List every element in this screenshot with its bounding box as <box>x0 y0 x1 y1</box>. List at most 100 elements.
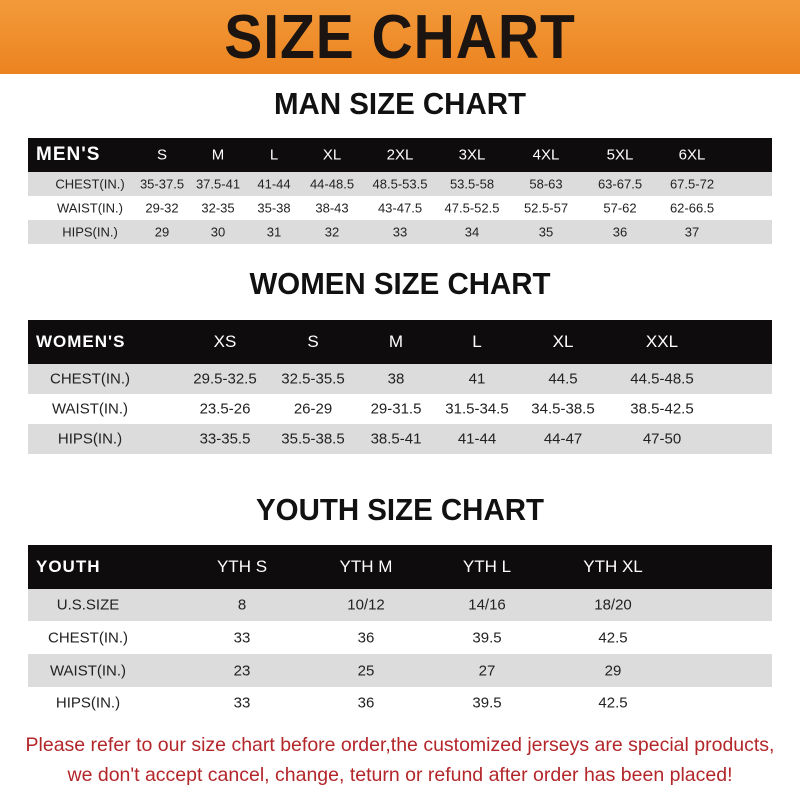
footer-notice-line-2: we don't accept cancel, change, teturn o… <box>67 764 733 786</box>
banner-title: SIZE CHART <box>224 2 576 72</box>
table-cell: 42.5 <box>598 629 628 646</box>
row-label: HIPS(IN.) <box>55 694 121 711</box>
table-cell: 63-67.5 <box>597 176 643 192</box>
table-cell: 31 <box>266 224 282 240</box>
table-cell: 38.5-41 <box>370 430 422 448</box>
table-cell: 29-32 <box>145 200 179 216</box>
table-cell: 33 <box>392 224 408 240</box>
women-size-table: WOMEN'S XS S M L XL XXL CHEST(IN.) 29.5-32.5 32.5… <box>28 320 772 454</box>
row-label: YOUTH <box>36 557 101 576</box>
table-cell: 41-44 <box>257 176 291 192</box>
table-cell: 41 <box>468 370 486 388</box>
table-cell: 36 <box>357 629 375 646</box>
table-cell: 43-47.5 <box>377 200 423 216</box>
table-cell: 32.5-35.5 <box>281 370 345 388</box>
table-row: CHEST(IN.) 33 36 39.5 42.5 <box>28 621 772 654</box>
table-cell: 26-29 <box>293 400 333 418</box>
table-cell: 23 <box>233 662 251 679</box>
table-cell: XL <box>552 332 574 351</box>
table-row: U.S.SIZE 8 10/12 14/16 18/20 <box>28 589 772 621</box>
table-cell: XXL <box>645 332 679 351</box>
table-cell: L <box>269 146 279 164</box>
table-cell: 35-37.5 <box>139 176 185 192</box>
table-cell: 48.5-53.5 <box>372 176 428 192</box>
table-cell: 5XL <box>606 146 634 164</box>
table-cell: 10/12 <box>347 596 385 614</box>
table-cell: 29-31.5 <box>370 400 422 418</box>
table-cell: 36 <box>357 694 375 711</box>
row-label: WAIST(IN.) <box>57 200 123 216</box>
table-cell: 44.5-48.5 <box>630 370 694 388</box>
table-cell: 33 <box>233 694 251 711</box>
table-cell: 37 <box>684 224 700 240</box>
men-size-table: MEN'S S M L XL 2XL 3XL 4XL 5XL 6XL CHEST(IN.) 35-37… <box>28 138 772 244</box>
table-cell: 39.5 <box>472 629 502 646</box>
table-cell: 8 <box>237 596 247 614</box>
table-cell: 27 <box>478 662 496 679</box>
table-cell: 62-66.5 <box>669 200 715 216</box>
table-cell: 18/20 <box>594 596 632 614</box>
row-label: CHEST(IN.) <box>48 629 128 646</box>
table-cell: 29.5-32.5 <box>193 370 257 388</box>
table-cell: 44.5 <box>548 370 578 388</box>
table-cell: 3XL <box>458 146 486 164</box>
table-cell: S <box>156 146 168 164</box>
table-cell: 38.5-42.5 <box>630 400 694 418</box>
table-row: CHEST(IN.) 35-37.5 37.5-41 41-44 44-48.5 48.5… <box>28 172 772 196</box>
table-row: WAIST(IN.) 23.5-26 26-29 29-31.5 31.5-34.5 34… <box>28 394 772 424</box>
table-cell: 35 <box>538 224 554 240</box>
table-cell: XS <box>213 332 237 351</box>
table-cell: 2XL <box>386 146 414 164</box>
youth-chart-title: YOUTH SIZE CHART <box>256 492 544 527</box>
table-cell: 57-62 <box>603 200 637 216</box>
header-row: WOMEN'S XS S M L XL XXL <box>28 320 772 364</box>
table-cell: 35-38 <box>257 200 291 216</box>
table-cell: 32 <box>324 224 340 240</box>
row-label: CHEST(IN.) <box>50 370 130 388</box>
table-cell: YTH M <box>339 557 393 576</box>
table-row: WAIST(IN.) 23 25 27 29 <box>28 654 772 687</box>
table-cell: 58-63 <box>529 176 563 192</box>
table-cell: 25 <box>357 662 375 679</box>
row-label: HIPS(IN.) <box>57 430 123 448</box>
banner: SIZE CHART <box>0 0 800 74</box>
table-cell: XL <box>322 146 342 164</box>
table-cell: M <box>388 332 404 351</box>
row-label: CHEST(IN.) <box>55 176 125 192</box>
table-cell: 33 <box>233 629 251 646</box>
table-cell: 34 <box>464 224 480 240</box>
table-row: CHEST(IN.) 29.5-32.5 32.5-35.5 38 41 44.5 44.5… <box>28 364 772 394</box>
table-cell: 23.5-26 <box>199 400 251 418</box>
table-row: HIPS(IN.) 29 30 31 32 33 34 35 36 37 <box>28 220 772 244</box>
table-cell: 35.5-38.5 <box>281 430 345 448</box>
table-cell: 38 <box>387 370 405 388</box>
table-cell: 53.5-58 <box>449 176 495 192</box>
men-chart-title: MAN SIZE CHART <box>274 86 526 121</box>
women-chart-title: WOMEN SIZE CHART <box>249 266 551 301</box>
table-cell: 44-48.5 <box>309 176 355 192</box>
table-cell: S <box>307 332 319 351</box>
row-label: MEN'S <box>36 144 101 165</box>
table-cell: 44-47 <box>543 430 583 448</box>
table-cell: 30 <box>210 224 226 240</box>
table-cell: 29 <box>154 224 170 240</box>
table-cell: YTH S <box>216 557 268 576</box>
table-row: HIPS(IN.) 33 36 39.5 42.5 <box>28 687 772 718</box>
table-cell: 32-35 <box>201 200 235 216</box>
table-cell: 42.5 <box>598 694 628 711</box>
table-row: WAIST(IN.) 29-32 32-35 35-38 38-43 43-47.5 47.… <box>28 196 772 220</box>
table-cell: 38-43 <box>315 200 349 216</box>
table-cell: 37.5-41 <box>195 176 241 192</box>
youth-size-table: YOUTH YTH S YTH M YTH L YTH XL U.S.SIZE 8 10/12… <box>28 545 772 718</box>
table-row: HIPS(IN.) 33-35.5 35.5-38.5 38.5-41 41-44 44-… <box>28 424 772 454</box>
header-row: YOUTH YTH S YTH M YTH L YTH XL <box>28 545 772 589</box>
footer-notice-line-1: Please refer to our size chart before or… <box>25 734 775 756</box>
table-cell: 4XL <box>532 146 560 164</box>
row-label: WAIST(IN.) <box>49 662 127 679</box>
table-cell: 47.5-52.5 <box>444 200 500 216</box>
table-cell: YTH L <box>462 557 512 576</box>
table-cell: L <box>472 332 482 351</box>
table-cell: 34.5-38.5 <box>531 400 595 418</box>
table-cell: 14/16 <box>468 596 506 614</box>
table-cell: 47-50 <box>642 430 682 448</box>
